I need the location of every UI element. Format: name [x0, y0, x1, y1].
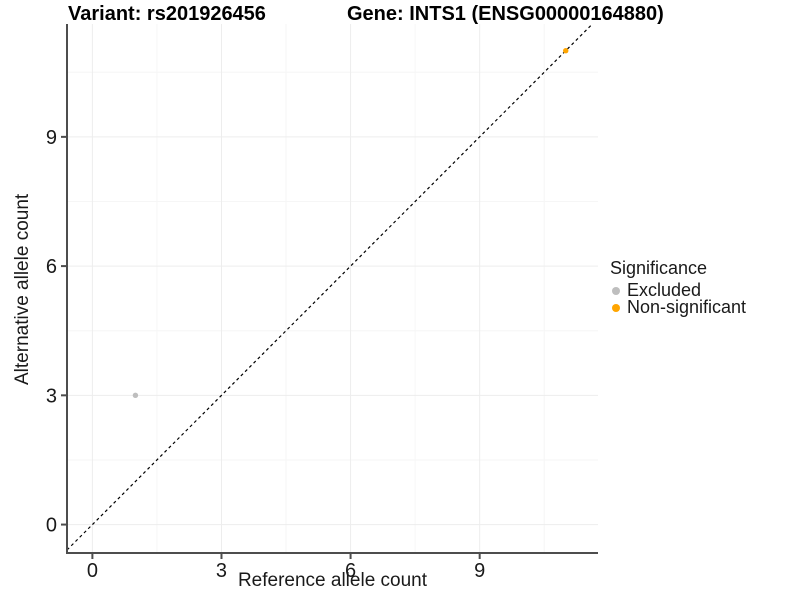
x-tick-label: 6 [345, 560, 356, 582]
y-tick-label: 6 [46, 256, 57, 278]
y-tick-label: 3 [46, 385, 57, 407]
y-axis-ticks: 0 3 6 9 [46, 127, 66, 537]
legend-title: Significance [610, 258, 708, 278]
legend-item-non-significant: Non-significant [610, 297, 747, 317]
major-gridlines [67, 24, 598, 553]
y-tick-label: 0 [46, 515, 57, 537]
x-tick-label: 0 [87, 560, 98, 582]
series-excluded [132, 392, 139, 399]
variant-title: Variant: rs201926456 [68, 3, 266, 25]
series-non-significant [563, 48, 569, 54]
minor-gridlines [67, 24, 598, 553]
y-tick-label: 9 [46, 127, 57, 149]
identity-line [66, 23, 593, 551]
x-tick-label: 9 [474, 560, 485, 582]
axis-lines [66, 24, 598, 554]
x-tick-label: 3 [216, 560, 227, 582]
x-axis-ticks: 0 3 6 9 [87, 554, 485, 582]
legend-item-excluded: Excluded [610, 280, 746, 300]
excluded-swatch-icon [612, 286, 620, 295]
y-axis-title: Alternative allele count [12, 193, 33, 385]
legend-label-non-significant: Non-significant [627, 297, 747, 317]
legend-label-excluded: Excluded [627, 280, 702, 300]
legend: Significance Excluded Non-significant [610, 258, 747, 317]
x-axis-title: Reference allele count [237, 570, 428, 591]
data-point [132, 392, 139, 399]
non-significant-swatch-icon [612, 303, 620, 312]
data-point [563, 48, 569, 54]
gene-title: Gene: INTS1 (ENSG00000164880) [347, 3, 664, 25]
